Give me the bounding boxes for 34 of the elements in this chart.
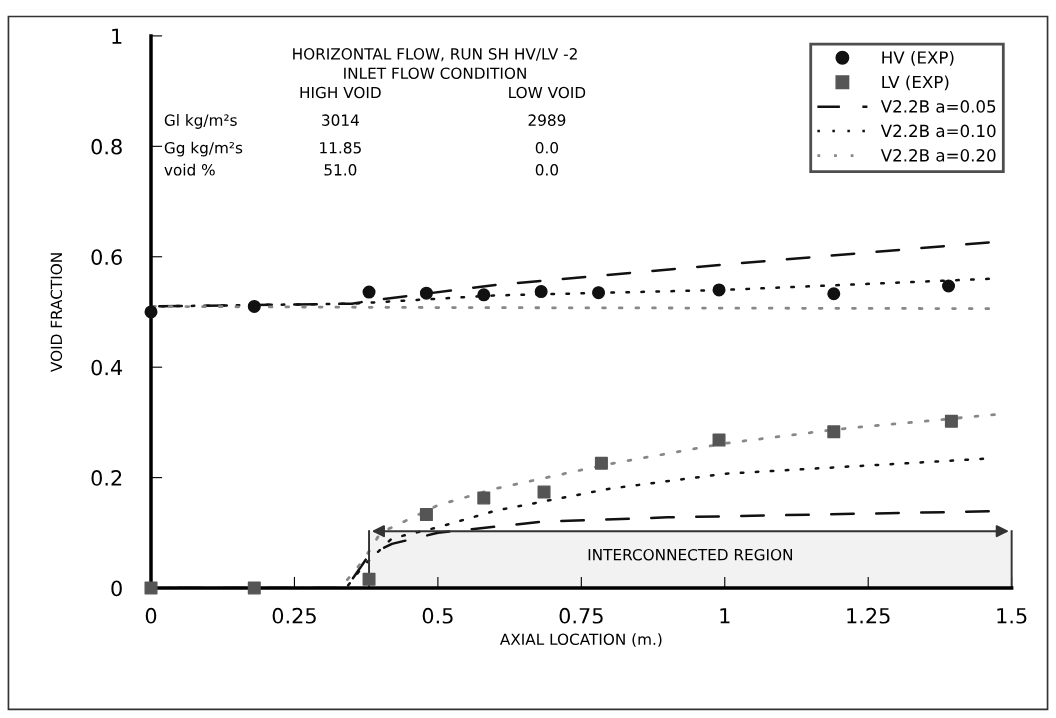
y-tick-label: 0 [111,580,122,597]
annotation: 51.0 [324,164,357,176]
legend-label: V2.2B a=0.20 [880,149,996,162]
annotation: HORIZONTAL FLOW, RUN SH HV/LV -2 [293,48,577,62]
band-label: INTERCONNECTED REGION [588,548,792,561]
y-tick-label: 0.8 [91,138,122,155]
annotation: HIGH VOID [300,86,381,99]
x-axis-title: AXIAL LOCATION (m.) [499,633,662,647]
x-tick-label: 1.5 [997,608,1027,624]
annotation: 11.85 [320,141,361,154]
y-tick-label: 0.4 [91,359,123,376]
x-tick-label: 1 [720,608,730,624]
x-tick-label: 0.75 [559,607,603,624]
x-tick-label: 0.25 [272,607,316,624]
annotation: Gl kg/m²s [164,114,237,129]
y-tick-label: 0.2 [91,470,122,486]
annotation: 3014 [322,114,359,126]
legend-label: V2.2B a=0.10 [880,124,996,138]
legend-label: LV (EXP) [882,75,949,91]
y-axis-title: VOID FRACTION [50,253,63,372]
annotation: Gg kg/m²s [164,141,243,157]
annotation: LOW VOID [509,86,586,99]
annotation: 2989 [528,114,566,126]
legend-label: HV (EXP) [882,50,954,66]
legend-label: V2.2B a=0.05 [880,100,996,113]
annotation: void % [164,163,215,176]
y-tick-label: 1 [112,28,122,44]
x-tick-label: 1.25 [847,607,890,624]
y-tick-label: 0.6 [91,249,122,265]
annotation: 0.0 [535,141,559,154]
annotation: INLET FLOW CONDITION [344,67,526,79]
annotation: 0.0 [535,164,559,176]
x-tick-label: 0.5 [422,607,453,624]
x-tick-label: 0 [145,607,157,624]
